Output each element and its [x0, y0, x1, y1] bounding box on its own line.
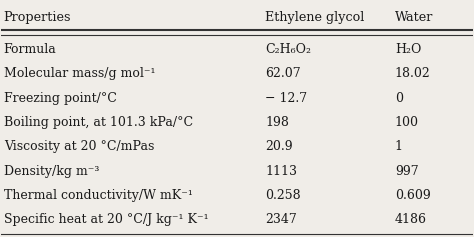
Text: Specific heat at 20 °C/J kg⁻¹ K⁻¹: Specific heat at 20 °C/J kg⁻¹ K⁻¹: [4, 213, 209, 226]
Text: Density/kg m⁻³: Density/kg m⁻³: [4, 165, 99, 178]
Text: Water: Water: [395, 11, 433, 24]
Text: Molecular mass/g mol⁻¹: Molecular mass/g mol⁻¹: [4, 67, 155, 80]
Text: Properties: Properties: [4, 11, 71, 24]
Text: 198: 198: [265, 116, 289, 129]
Text: 20.9: 20.9: [265, 140, 293, 153]
Text: 1: 1: [395, 140, 403, 153]
Text: C₂H₆O₂: C₂H₆O₂: [265, 43, 311, 56]
Text: 0.258: 0.258: [265, 189, 301, 202]
Text: 100: 100: [395, 116, 419, 129]
Text: 18.02: 18.02: [395, 67, 430, 80]
Text: Thermal conductivity/W mK⁻¹: Thermal conductivity/W mK⁻¹: [4, 189, 192, 202]
Text: 2347: 2347: [265, 213, 297, 226]
Text: Formula: Formula: [4, 43, 56, 56]
Text: 1113: 1113: [265, 165, 297, 178]
Text: 997: 997: [395, 165, 419, 178]
Text: H₂O: H₂O: [395, 43, 421, 56]
Text: − 12.7: − 12.7: [265, 92, 308, 105]
Text: Freezing point/°C: Freezing point/°C: [4, 92, 117, 105]
Text: 0.609: 0.609: [395, 189, 430, 202]
Text: 62.07: 62.07: [265, 67, 301, 80]
Text: 4186: 4186: [395, 213, 427, 226]
Text: 0: 0: [395, 92, 403, 105]
Text: Boiling point, at 101.3 kPa/°C: Boiling point, at 101.3 kPa/°C: [4, 116, 193, 129]
Text: Viscosity at 20 °C/mPas: Viscosity at 20 °C/mPas: [4, 140, 154, 153]
Text: Ethylene glycol: Ethylene glycol: [265, 11, 365, 24]
